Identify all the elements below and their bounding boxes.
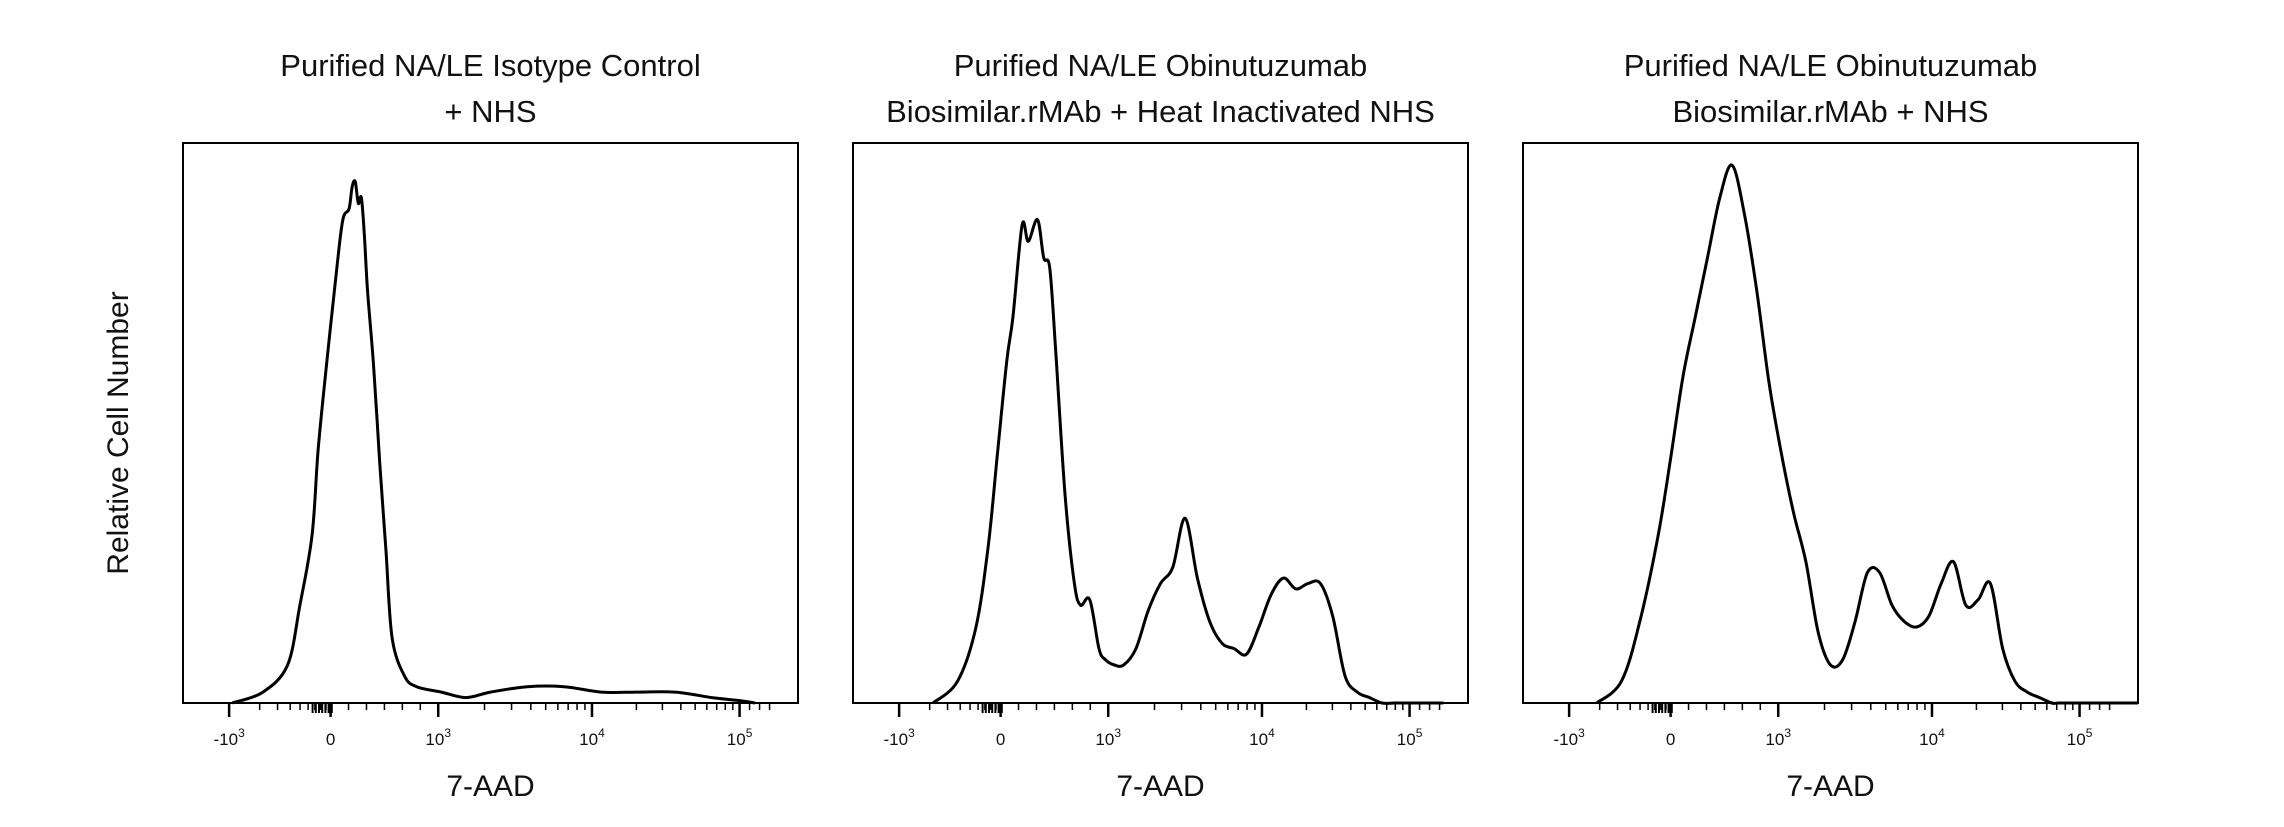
x-tick-label: 103 xyxy=(425,726,451,749)
x-tick-label: 104 xyxy=(1919,726,1945,749)
x-tick-label: 105 xyxy=(2067,726,2093,749)
panel-title-line-1: Purified NA/LE Obinutuzumab xyxy=(1624,48,2038,83)
x-tick-label: 0 xyxy=(1666,730,1675,749)
x-tick-label: 105 xyxy=(727,726,753,749)
x-tick-label: 103 xyxy=(1095,726,1121,749)
x-axis-label: 7-AAD xyxy=(446,770,534,803)
x-tick-label: 0 xyxy=(996,730,1005,749)
plot-frame xyxy=(1522,142,2139,704)
x-axis-ticks: -103 0 103 104 105 xyxy=(213,703,771,749)
x-tick-label: 103 xyxy=(1765,726,1791,749)
histogram-panel-2: Purified NA/LE Obinutuzumab Biosimilar.rM… xyxy=(852,48,1469,803)
panels: Purified NA/LE Isotype Control + NHS -103 0… xyxy=(182,48,2139,803)
panel-title-line-1: Purified NA/LE Isotype Control xyxy=(280,48,700,83)
histogram-panel-1: Purified NA/LE Isotype Control + NHS -103 0… xyxy=(182,48,799,803)
x-axis-label: 7-AAD xyxy=(1786,770,1874,803)
x-axis-ticks: -103 0 103 104 105 xyxy=(883,703,1441,749)
x-axis-label: 7-AAD xyxy=(1116,770,1204,803)
histogram-panel-3: Purified NA/LE Obinutuzumab Biosimilar.rM… xyxy=(1522,48,2139,803)
histogram-line-series-1 xyxy=(932,218,1444,705)
x-tick-label: 105 xyxy=(1397,726,1423,749)
plot-frame xyxy=(852,142,1469,704)
x-tick-label: 104 xyxy=(579,726,605,749)
plot-frame xyxy=(182,142,799,704)
x-axis-ticks: -103 0 103 104 105 xyxy=(1553,703,2111,749)
y-axis-label: Relative Cell Number xyxy=(102,291,135,574)
histogram-line-series-1 xyxy=(231,179,756,705)
x-tick-label: -103 xyxy=(883,726,915,749)
x-tick-label: 0 xyxy=(326,730,335,749)
histogram-line-series-1 xyxy=(1595,163,2138,705)
panel-title-line-2: + NHS xyxy=(444,94,536,129)
x-tick-label: 104 xyxy=(1249,726,1275,749)
x-tick-label: -103 xyxy=(1553,726,1585,749)
panel-title-line-2: Biosimilar.rMAb + Heat Inactivated NHS xyxy=(886,94,1435,129)
panel-title-line-1: Purified NA/LE Obinutuzumab xyxy=(954,48,1368,83)
panel-title-line-2: Biosimilar.rMAb + NHS xyxy=(1672,94,1988,129)
x-tick-label: -103 xyxy=(213,726,245,749)
